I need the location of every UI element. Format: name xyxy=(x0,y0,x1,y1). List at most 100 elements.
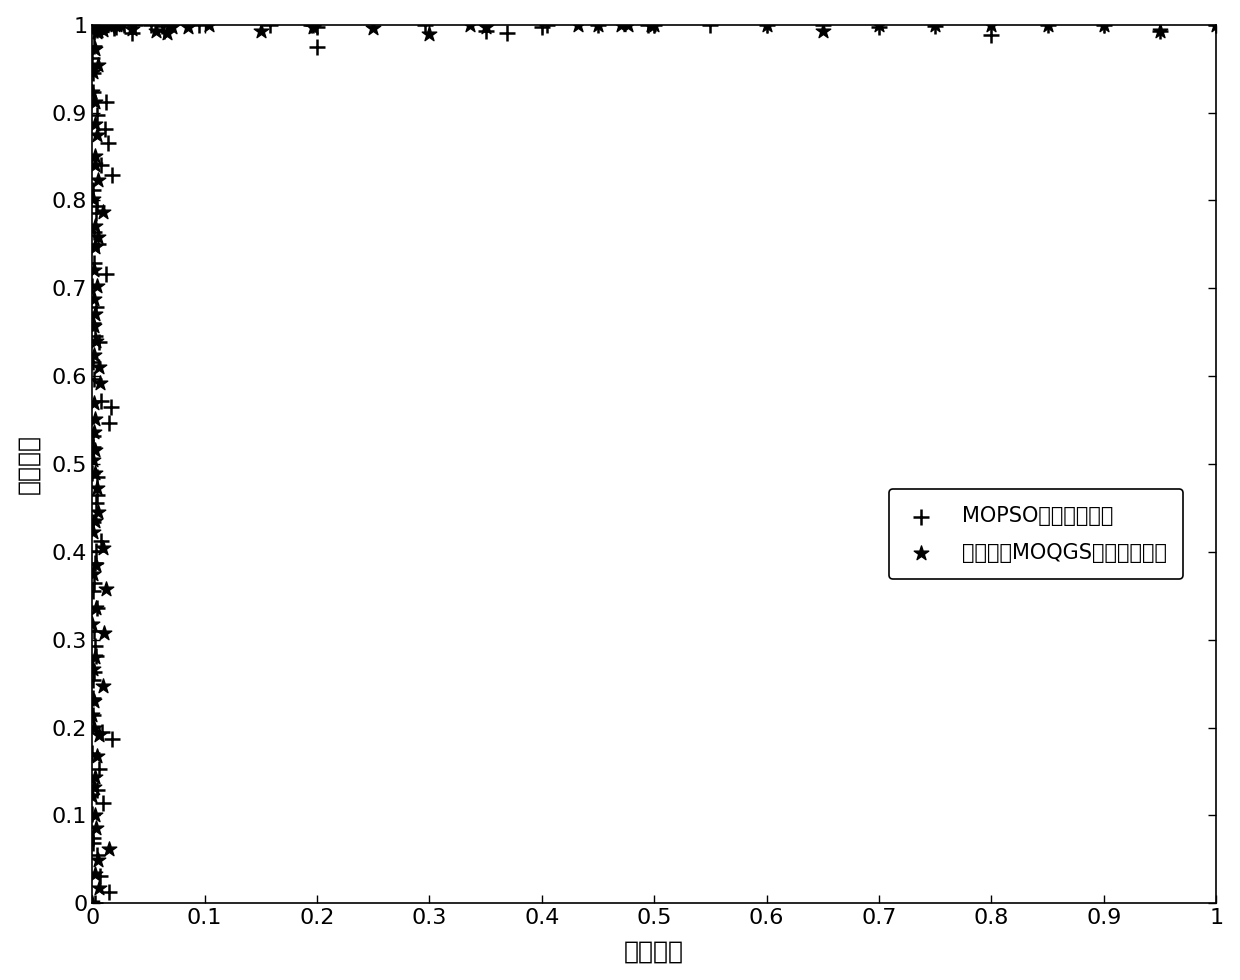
MOPSO频谱感知方法 xyxy=(532,20,552,35)
所设计的MOQGS频谱感知方法 xyxy=(93,678,113,694)
所设计的MOQGS频谱感知方法 xyxy=(88,24,108,40)
所设计的MOQGS频谱感知方法 xyxy=(83,17,103,32)
MOPSO频谱感知方法 xyxy=(97,94,117,110)
所设计的MOQGS频谱感知方法 xyxy=(83,524,103,540)
所设计的MOQGS频谱感知方法 xyxy=(86,239,105,255)
所设计的MOQGS频谱感知方法 xyxy=(83,64,103,79)
所设计的MOQGS频谱感知方法 xyxy=(1207,17,1226,32)
所设计的MOQGS频谱感知方法 xyxy=(568,17,588,32)
所设计的MOQGS频谱感知方法 xyxy=(89,360,109,375)
MOPSO频谱感知方法 xyxy=(88,469,108,485)
MOPSO频谱感知方法 xyxy=(83,583,103,599)
所设计的MOQGS频谱感知方法 xyxy=(94,625,114,641)
所设计的MOQGS频谱感知方法 xyxy=(84,395,104,411)
所设计的MOQGS频谱感知方法 xyxy=(162,20,182,35)
所设计的MOQGS频谱感知方法 xyxy=(87,749,107,764)
MOPSO频谱感知方法 xyxy=(308,20,327,35)
MOPSO频谱感知方法 xyxy=(114,17,134,32)
所设计的MOQGS频谱感知方法 xyxy=(83,191,103,207)
所设计的MOQGS频谱感知方法 xyxy=(813,24,833,39)
MOPSO频谱感知方法 xyxy=(91,533,110,549)
所设计的MOQGS频谱感知方法 xyxy=(82,22,102,37)
MOPSO频谱感知方法 xyxy=(95,121,115,136)
MOPSO频谱感知方法 xyxy=(82,745,102,760)
所设计的MOQGS频谱感知方法 xyxy=(107,17,126,32)
所设计的MOQGS频谱感知方法 xyxy=(91,375,110,391)
MOPSO频谱感知方法 xyxy=(701,17,720,32)
所设计的MOQGS频谱感知方法 xyxy=(88,24,108,39)
MOPSO频谱感知方法 xyxy=(86,17,105,32)
MOPSO频谱感知方法 xyxy=(308,39,327,55)
MOPSO频谱感知方法 xyxy=(105,20,125,35)
MOPSO频谱感知方法 xyxy=(84,574,104,590)
MOPSO频谱感知方法 xyxy=(925,19,945,34)
所设计的MOQGS频谱感知方法 xyxy=(84,424,104,440)
所设计的MOQGS频谱感知方法 xyxy=(86,41,105,57)
MOPSO频谱感知方法 xyxy=(190,17,210,32)
MOPSO频谱感知方法 xyxy=(84,896,104,911)
所设计的MOQGS频谱感知方法 xyxy=(99,842,119,858)
所设计的MOQGS频谱感知方法 xyxy=(588,17,608,32)
所设计的MOQGS频谱感知方法 xyxy=(645,17,665,32)
MOPSO频谱感知方法 xyxy=(151,18,171,33)
所设计的MOQGS频谱感知方法 xyxy=(83,661,103,676)
MOPSO频谱感知方法 xyxy=(89,868,109,884)
MOPSO频谱感知方法 xyxy=(1038,17,1058,32)
所设计的MOQGS频谱感知方法 xyxy=(87,127,107,143)
MOPSO频谱感知方法 xyxy=(83,836,103,852)
MOPSO频谱感知方法 xyxy=(83,807,103,822)
MOPSO频谱感知方法 xyxy=(86,544,105,560)
MOPSO频谱感知方法 xyxy=(91,158,110,173)
MOPSO频谱感知方法 xyxy=(98,135,118,151)
MOPSO频谱感知方法 xyxy=(497,25,517,41)
MOPSO频谱感知方法 xyxy=(645,17,665,32)
所设计的MOQGS频谱感知方法 xyxy=(869,17,889,32)
MOPSO频谱感知方法 xyxy=(102,731,122,747)
MOPSO频谱感知方法 xyxy=(1207,17,1226,32)
所设计的MOQGS频谱感知方法 xyxy=(84,157,104,172)
所设计的MOQGS频谱感知方法 xyxy=(87,480,107,496)
所设计的MOQGS频谱感知方法 xyxy=(93,541,113,557)
所设计的MOQGS频谱感知方法 xyxy=(83,707,103,722)
MOPSO频谱感知方法 xyxy=(92,393,112,409)
MOPSO频谱感知方法 xyxy=(125,17,145,32)
MOPSO频谱感知方法 xyxy=(92,724,112,740)
所设计的MOQGS频谱感知方法 xyxy=(86,808,105,823)
MOPSO频谱感知方法 xyxy=(83,316,103,331)
所设计的MOQGS频谱感知方法 xyxy=(982,17,1002,32)
所设计的MOQGS频谱感知方法 xyxy=(86,558,105,573)
MOPSO频谱感知方法 xyxy=(87,198,107,214)
MOPSO频谱感知方法 xyxy=(86,17,105,32)
MOPSO频谱感知方法 xyxy=(141,17,161,32)
所设计的MOQGS频谱感知方法 xyxy=(1094,17,1114,32)
MOPSO频谱感知方法 xyxy=(87,205,107,220)
Legend: MOPSO频谱感知方法, 所设计的MOQGS频谱感知方法: MOPSO频谱感知方法, 所设计的MOQGS频谱感知方法 xyxy=(889,489,1183,579)
所设计的MOQGS频谱感知方法 xyxy=(86,820,105,836)
所设计的MOQGS频谱感知方法 xyxy=(84,219,104,234)
MOPSO频谱感知方法 xyxy=(83,51,103,67)
所设计的MOQGS频谱感知方法 xyxy=(1151,24,1171,39)
MOPSO频谱感知方法 xyxy=(537,17,557,32)
MOPSO频谱感知方法 xyxy=(87,108,107,123)
所设计的MOQGS频谱感知方法 xyxy=(86,116,105,131)
MOPSO频谱感知方法 xyxy=(301,17,321,32)
MOPSO频谱感知方法 xyxy=(84,223,104,239)
MOPSO频谱感知方法 xyxy=(1151,23,1171,38)
所设计的MOQGS频谱感知方法 xyxy=(86,17,105,32)
MOPSO频谱感知方法 xyxy=(83,830,103,846)
所设计的MOQGS频谱感知方法 xyxy=(200,17,219,32)
MOPSO频谱感知方法 xyxy=(83,466,103,481)
MOPSO频谱感知方法 xyxy=(982,26,1002,42)
MOPSO频谱感知方法 xyxy=(97,17,117,32)
Y-axis label: 检测概率: 检测概率 xyxy=(16,434,41,494)
所设计的MOQGS频谱感知方法 xyxy=(86,513,105,528)
所设计的MOQGS频谱感知方法 xyxy=(83,565,103,581)
所设计的MOQGS频谱感知方法 xyxy=(102,18,122,33)
所设计的MOQGS频谱感知方法 xyxy=(250,24,270,39)
MOPSO频谱感知方法 xyxy=(83,428,103,444)
MOPSO频谱感知方法 xyxy=(86,299,105,315)
MOPSO频谱感知方法 xyxy=(84,371,104,387)
所设计的MOQGS频谱感知方法 xyxy=(84,94,104,110)
所设计的MOQGS频谱感知方法 xyxy=(123,22,143,37)
MOPSO频谱感知方法 xyxy=(83,439,103,455)
